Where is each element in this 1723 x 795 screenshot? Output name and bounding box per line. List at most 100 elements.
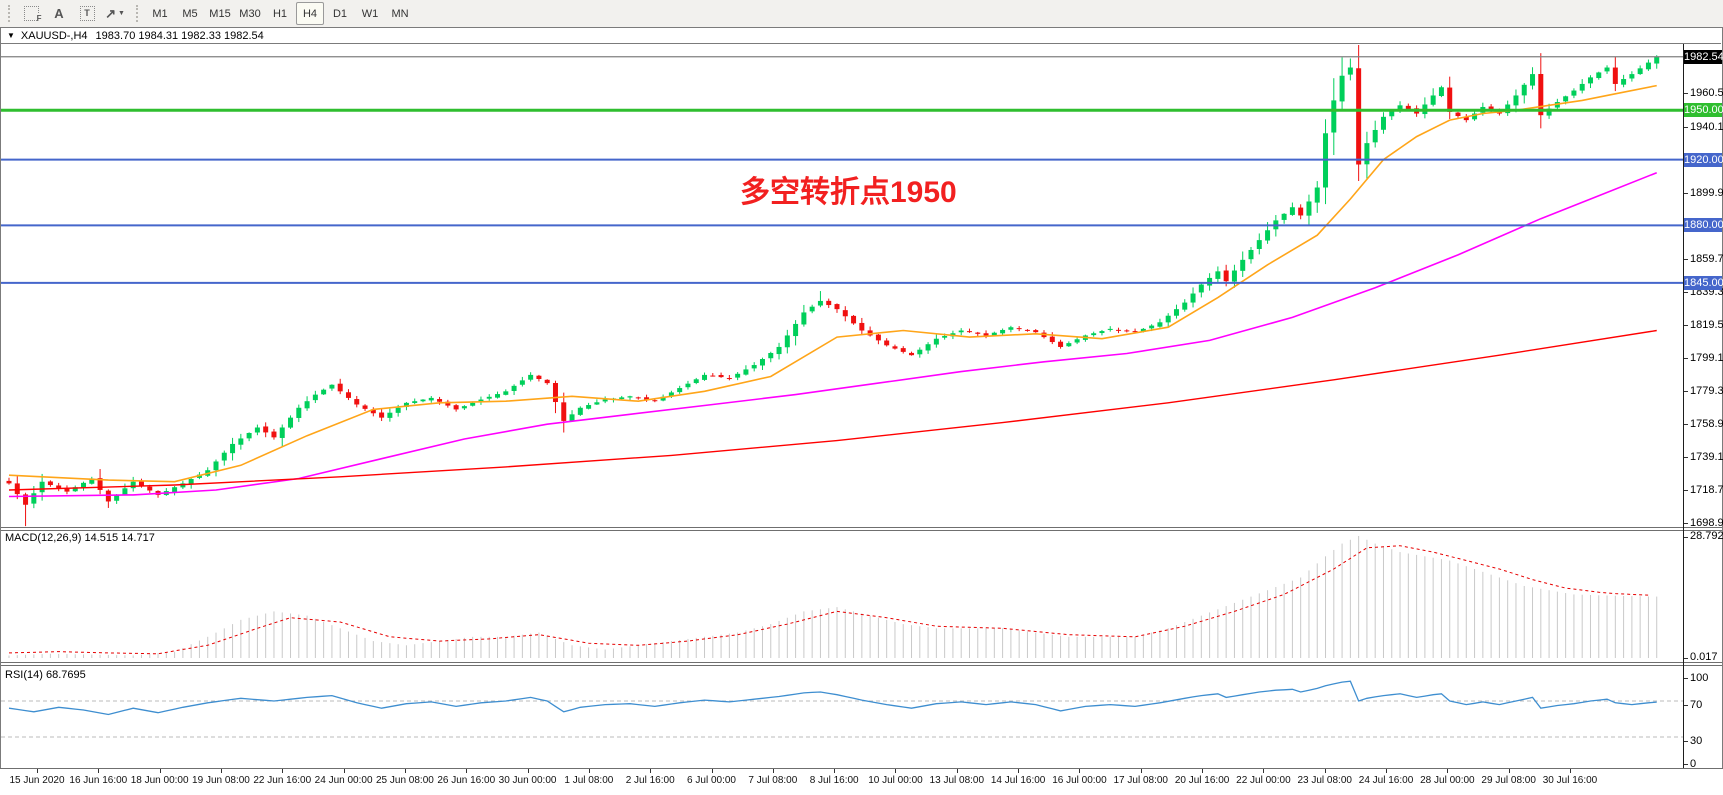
time-axis-tick xyxy=(1202,769,1204,773)
time-axis[interactable]: 15 Jun 2020 16 Jun 16:00 18 Jun 00:00 19 Ju… xyxy=(0,768,1723,795)
candle-body xyxy=(105,490,111,502)
candle-body xyxy=(403,402,409,407)
effects-grid-tool-label: F xyxy=(36,13,42,25)
candle-body xyxy=(577,407,583,415)
time-axis-label: 24 Jun 00:00 xyxy=(314,775,373,786)
candle-body xyxy=(428,397,434,401)
timeframe-button-d1[interactable]: D1 xyxy=(332,7,348,20)
timeframe-button-w1[interactable]: W1 xyxy=(361,7,379,20)
chart-text-annotation[interactable]: 多空转折点1950 xyxy=(740,176,957,209)
time-axis-label: 19 Jun 08:00 xyxy=(192,775,250,786)
macd-signal-line xyxy=(8,545,1649,655)
toolbar-drag-handle-2[interactable] xyxy=(136,5,138,22)
candle-body xyxy=(263,426,269,433)
candle-body xyxy=(387,412,393,418)
candle-body xyxy=(81,482,87,488)
time-axis-label: 8 Jul 16:00 xyxy=(809,775,859,786)
time-axis-label: 16 Jul 00:00 xyxy=(1052,775,1107,786)
candle-body xyxy=(362,405,368,409)
effects-grid-tool-icon: F xyxy=(23,6,42,25)
timeframe-button-m15[interactable]: M15 xyxy=(209,7,231,20)
timeframe-button-m5[interactable]: M5 xyxy=(182,7,198,20)
time-axis-label: 16 Jun 16:00 xyxy=(69,775,128,786)
candle-body xyxy=(768,352,774,359)
time-axis-label: 18 Jun 00:00 xyxy=(130,775,189,786)
price-axis-tick xyxy=(1684,93,1688,94)
candle-body xyxy=(735,373,741,378)
rsi-axis-label: 0 xyxy=(1690,758,1697,770)
candle-body xyxy=(511,385,517,391)
candle-body xyxy=(47,481,53,486)
candle-body xyxy=(337,383,343,392)
candle-body xyxy=(1223,270,1229,282)
time-axis-tick xyxy=(650,769,652,773)
candle-body xyxy=(304,401,310,409)
candle-body xyxy=(345,392,351,398)
price-level-badge: 1920.00 xyxy=(1684,152,1723,167)
timeframe-button-mn[interactable]: MN xyxy=(391,7,409,20)
time-axis-label: 20 Jul 16:00 xyxy=(1174,775,1230,786)
time-axis-label: 15 Jun 2020 xyxy=(9,775,65,786)
candle-body xyxy=(1281,213,1287,220)
panel-separator-rsi[interactable] xyxy=(1,662,1722,666)
candle-body xyxy=(1347,67,1353,75)
candle-body xyxy=(1389,111,1395,117)
candle-body xyxy=(1637,68,1643,75)
price-axis-tick xyxy=(1684,523,1688,524)
candle-body xyxy=(188,479,194,485)
time-axis-tick xyxy=(1570,769,1571,773)
rsi-panel-chart[interactable] xyxy=(1,666,1683,768)
time-axis-tick xyxy=(1508,769,1510,773)
candle-body xyxy=(586,405,592,409)
text-box-tool[interactable]: T xyxy=(75,3,99,24)
candle-body xyxy=(826,300,832,306)
time-axis-tick xyxy=(159,769,161,773)
price-level-badge: 1950.00 xyxy=(1684,103,1723,118)
time-axis-tick xyxy=(895,769,897,773)
candle-body xyxy=(138,480,144,487)
time-axis-tick xyxy=(466,769,468,773)
time-axis-label: 30 Jul 16:00 xyxy=(1542,775,1598,786)
timeframe-button-m1[interactable]: M1 xyxy=(152,7,168,20)
timeframe-button-h4[interactable]: H4 xyxy=(296,2,324,25)
rsi-axis-label: 70 xyxy=(1690,699,1703,711)
price-axis-label: 1718.70 xyxy=(1690,484,1723,497)
candle-body xyxy=(329,384,335,389)
text-box-tool-icon: T xyxy=(79,6,95,21)
candle-body xyxy=(1306,201,1312,216)
price-axis-label: 1960.50 xyxy=(1690,87,1723,99)
candle-body xyxy=(147,486,153,491)
toolbar-drag-handle[interactable] xyxy=(8,5,10,22)
rsi-axis-label: 30 xyxy=(1690,735,1703,747)
timeframe-button-h1[interactable]: H1 xyxy=(272,7,288,20)
price-axis-label: 1859.70 xyxy=(1690,252,1723,265)
candle-body xyxy=(635,397,641,399)
arrow-objects-tool[interactable]: ↗ ▼ xyxy=(103,3,127,24)
text-label-tool[interactable]: A xyxy=(47,3,71,24)
macd-panel-chart[interactable] xyxy=(1,531,1683,661)
arrow-objects-tool-caret-icon[interactable]: ▼ xyxy=(117,10,125,17)
time-axis-tick xyxy=(404,769,406,773)
candle-body xyxy=(221,452,227,461)
candle-body xyxy=(644,397,650,400)
candle-body xyxy=(652,400,658,402)
candle-body xyxy=(602,399,608,402)
candle-body xyxy=(1596,72,1602,79)
candle-body xyxy=(370,409,376,414)
candle-body xyxy=(1182,302,1188,310)
candle-body xyxy=(1521,84,1527,96)
candle-body xyxy=(1289,207,1295,215)
candle-body xyxy=(702,374,708,380)
candle-body xyxy=(751,365,757,369)
candle-body xyxy=(6,480,12,484)
collapse-triangle-icon[interactable]: ▼ xyxy=(7,31,15,40)
panel-separator-macd[interactable] xyxy=(1,527,1722,531)
main-price-chart[interactable] xyxy=(1,45,1683,527)
chart-title-bar[interactable]: ▼ XAUUSD-,H4 1983.70 1984.31 1982.33 198… xyxy=(1,28,1721,44)
candle-body xyxy=(909,352,915,356)
candle-body xyxy=(420,399,426,402)
effects-grid-tool[interactable]: F xyxy=(19,3,43,25)
candle-body xyxy=(552,383,558,403)
timeframe-button-m30[interactable]: M30 xyxy=(239,7,261,20)
rsi-axis-label: 100 xyxy=(1690,672,1709,684)
